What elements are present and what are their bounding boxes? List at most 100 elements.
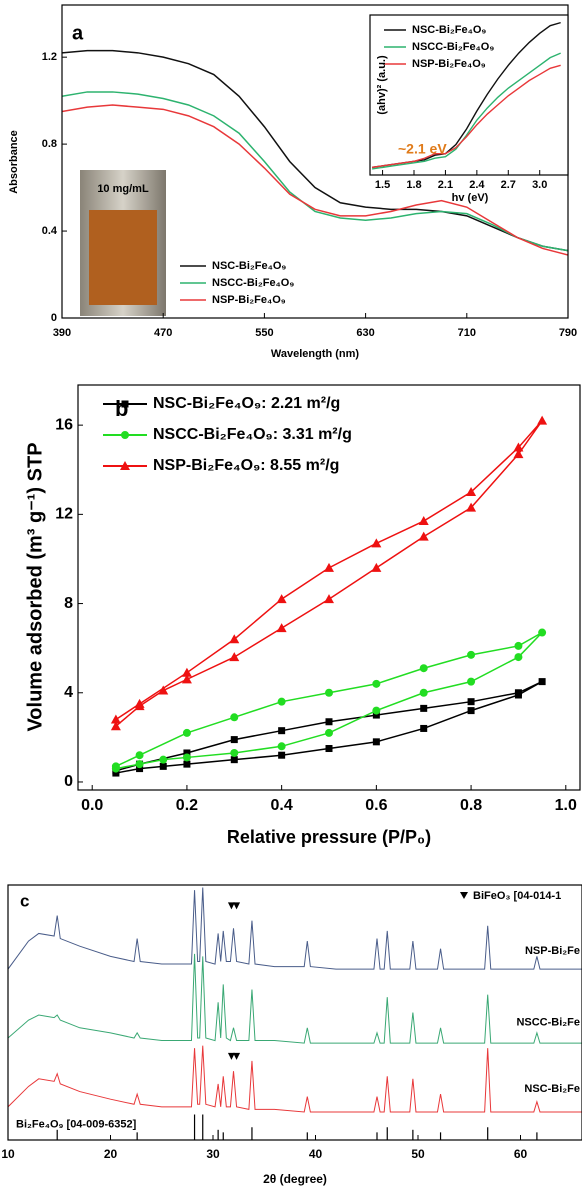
marker	[418, 516, 429, 526]
legend-label: NSCC-Bi₂Fe₄O₉	[212, 277, 294, 289]
plot-frame	[7, 884, 582, 1141]
x-tick-label: 10	[1, 1147, 15, 1161]
x-tick-label: 0.6	[365, 797, 387, 814]
marker	[371, 538, 382, 548]
x-tick-label: 1.0	[555, 797, 577, 814]
plot-frame	[77, 384, 581, 791]
marker	[181, 667, 192, 677]
y-axis-label: Volume adsorbed (m³ g⁻¹) STP	[24, 442, 46, 731]
marker	[135, 760, 144, 769]
series-line	[62, 104, 568, 256]
marker	[466, 487, 477, 497]
series-line	[371, 52, 561, 170]
marker	[229, 652, 240, 662]
y-tick-label: 0	[64, 773, 73, 790]
marker	[372, 711, 380, 719]
marker	[325, 688, 333, 697]
marker	[324, 562, 334, 572]
marker	[277, 697, 286, 706]
marker	[372, 706, 381, 715]
marker	[121, 431, 129, 439]
legend-label: NSCC-Bi₂Fe₄O₉: 3.31 m²/g	[153, 426, 352, 443]
series-line	[62, 49, 568, 252]
phase-marker	[227, 1052, 235, 1060]
x-tick-label: 60	[514, 1147, 528, 1161]
x-tick-label: 0.4	[271, 797, 293, 814]
series-line	[115, 680, 543, 774]
legend-label: NSP-Bi₂Fe₄O₉	[412, 58, 486, 70]
marker	[467, 677, 476, 686]
plot-area	[62, 49, 568, 256]
series-label: NSP-Bi₂Fe	[525, 945, 580, 957]
marker	[467, 698, 475, 706]
marker	[159, 755, 168, 764]
x-axis-label: hv (eV)	[452, 192, 489, 204]
phase-marker	[227, 902, 235, 910]
legend-label: NSC-Bi₂Fe₄O₉	[212, 260, 286, 272]
marker	[229, 634, 240, 644]
y-axis-label: (ahv)² (a.u.)	[376, 55, 388, 115]
marker	[466, 502, 477, 512]
y-tick-label: 1.2	[42, 51, 57, 63]
x-tick-label: 630	[356, 327, 374, 339]
marker	[514, 689, 522, 697]
x-tick-label: 1.8	[406, 179, 421, 191]
marker	[183, 760, 191, 768]
x-tick-label: 550	[255, 327, 273, 339]
x-axis-label: Relative pressure (P/P₀)	[227, 827, 431, 847]
series-line	[8, 953, 582, 1044]
marker	[230, 713, 239, 722]
marker	[110, 714, 121, 724]
marker	[419, 664, 428, 673]
marker	[110, 721, 121, 731]
legend-label: BiFeO₃ [04-014-1	[473, 890, 561, 902]
marker	[121, 400, 129, 408]
marker	[230, 736, 238, 744]
marker	[230, 748, 239, 757]
phase-marker	[233, 902, 241, 910]
marker	[420, 704, 428, 712]
x-tick-label: 2.7	[501, 179, 516, 191]
x-tick-label: 790	[559, 327, 577, 339]
series-line	[115, 631, 543, 770]
series-line	[62, 91, 568, 252]
x-axis-label: Wavelength (nm)	[271, 348, 360, 360]
marker	[371, 562, 382, 572]
panel-label: a	[72, 22, 84, 44]
series-label: NSCC-Bi₂Fe	[516, 1017, 580, 1029]
series-line	[371, 64, 561, 169]
marker	[183, 749, 191, 757]
marker	[181, 674, 192, 684]
x-axis-label: 2θ (degree)	[263, 1172, 327, 1186]
y-tick-label: 12	[55, 506, 73, 523]
marker	[513, 449, 524, 459]
x-tick-label: 30	[206, 1147, 220, 1161]
plot-area	[110, 415, 548, 777]
x-tick-label: 0.8	[460, 797, 482, 814]
series-line	[8, 1045, 582, 1113]
plot-background	[370, 15, 568, 175]
marker	[182, 753, 191, 762]
y-tick-label: 16	[55, 416, 73, 433]
marker	[537, 415, 548, 425]
marker	[372, 679, 381, 688]
marker	[418, 531, 429, 541]
marker	[538, 628, 547, 637]
legend-swatch	[460, 892, 468, 899]
marker	[135, 751, 144, 760]
marker	[467, 707, 475, 715]
legend-label: NSCC-Bi₂Fe₄O₉	[412, 41, 494, 53]
annotation: ~2.1 eV	[398, 141, 447, 157]
x-tick-label: 20	[104, 1147, 118, 1161]
x-tick-label: 710	[458, 327, 476, 339]
marker	[111, 762, 120, 771]
plot-area	[8, 887, 582, 1140]
marker	[467, 650, 476, 659]
reference-label: Bi₂Fe₄O₉ [04-009-6352]	[16, 1119, 137, 1131]
x-tick-label: 2.1	[438, 179, 453, 191]
x-tick-label: 1.5	[375, 179, 390, 191]
y-tick-label: 0.4	[42, 225, 58, 237]
marker	[325, 718, 333, 726]
